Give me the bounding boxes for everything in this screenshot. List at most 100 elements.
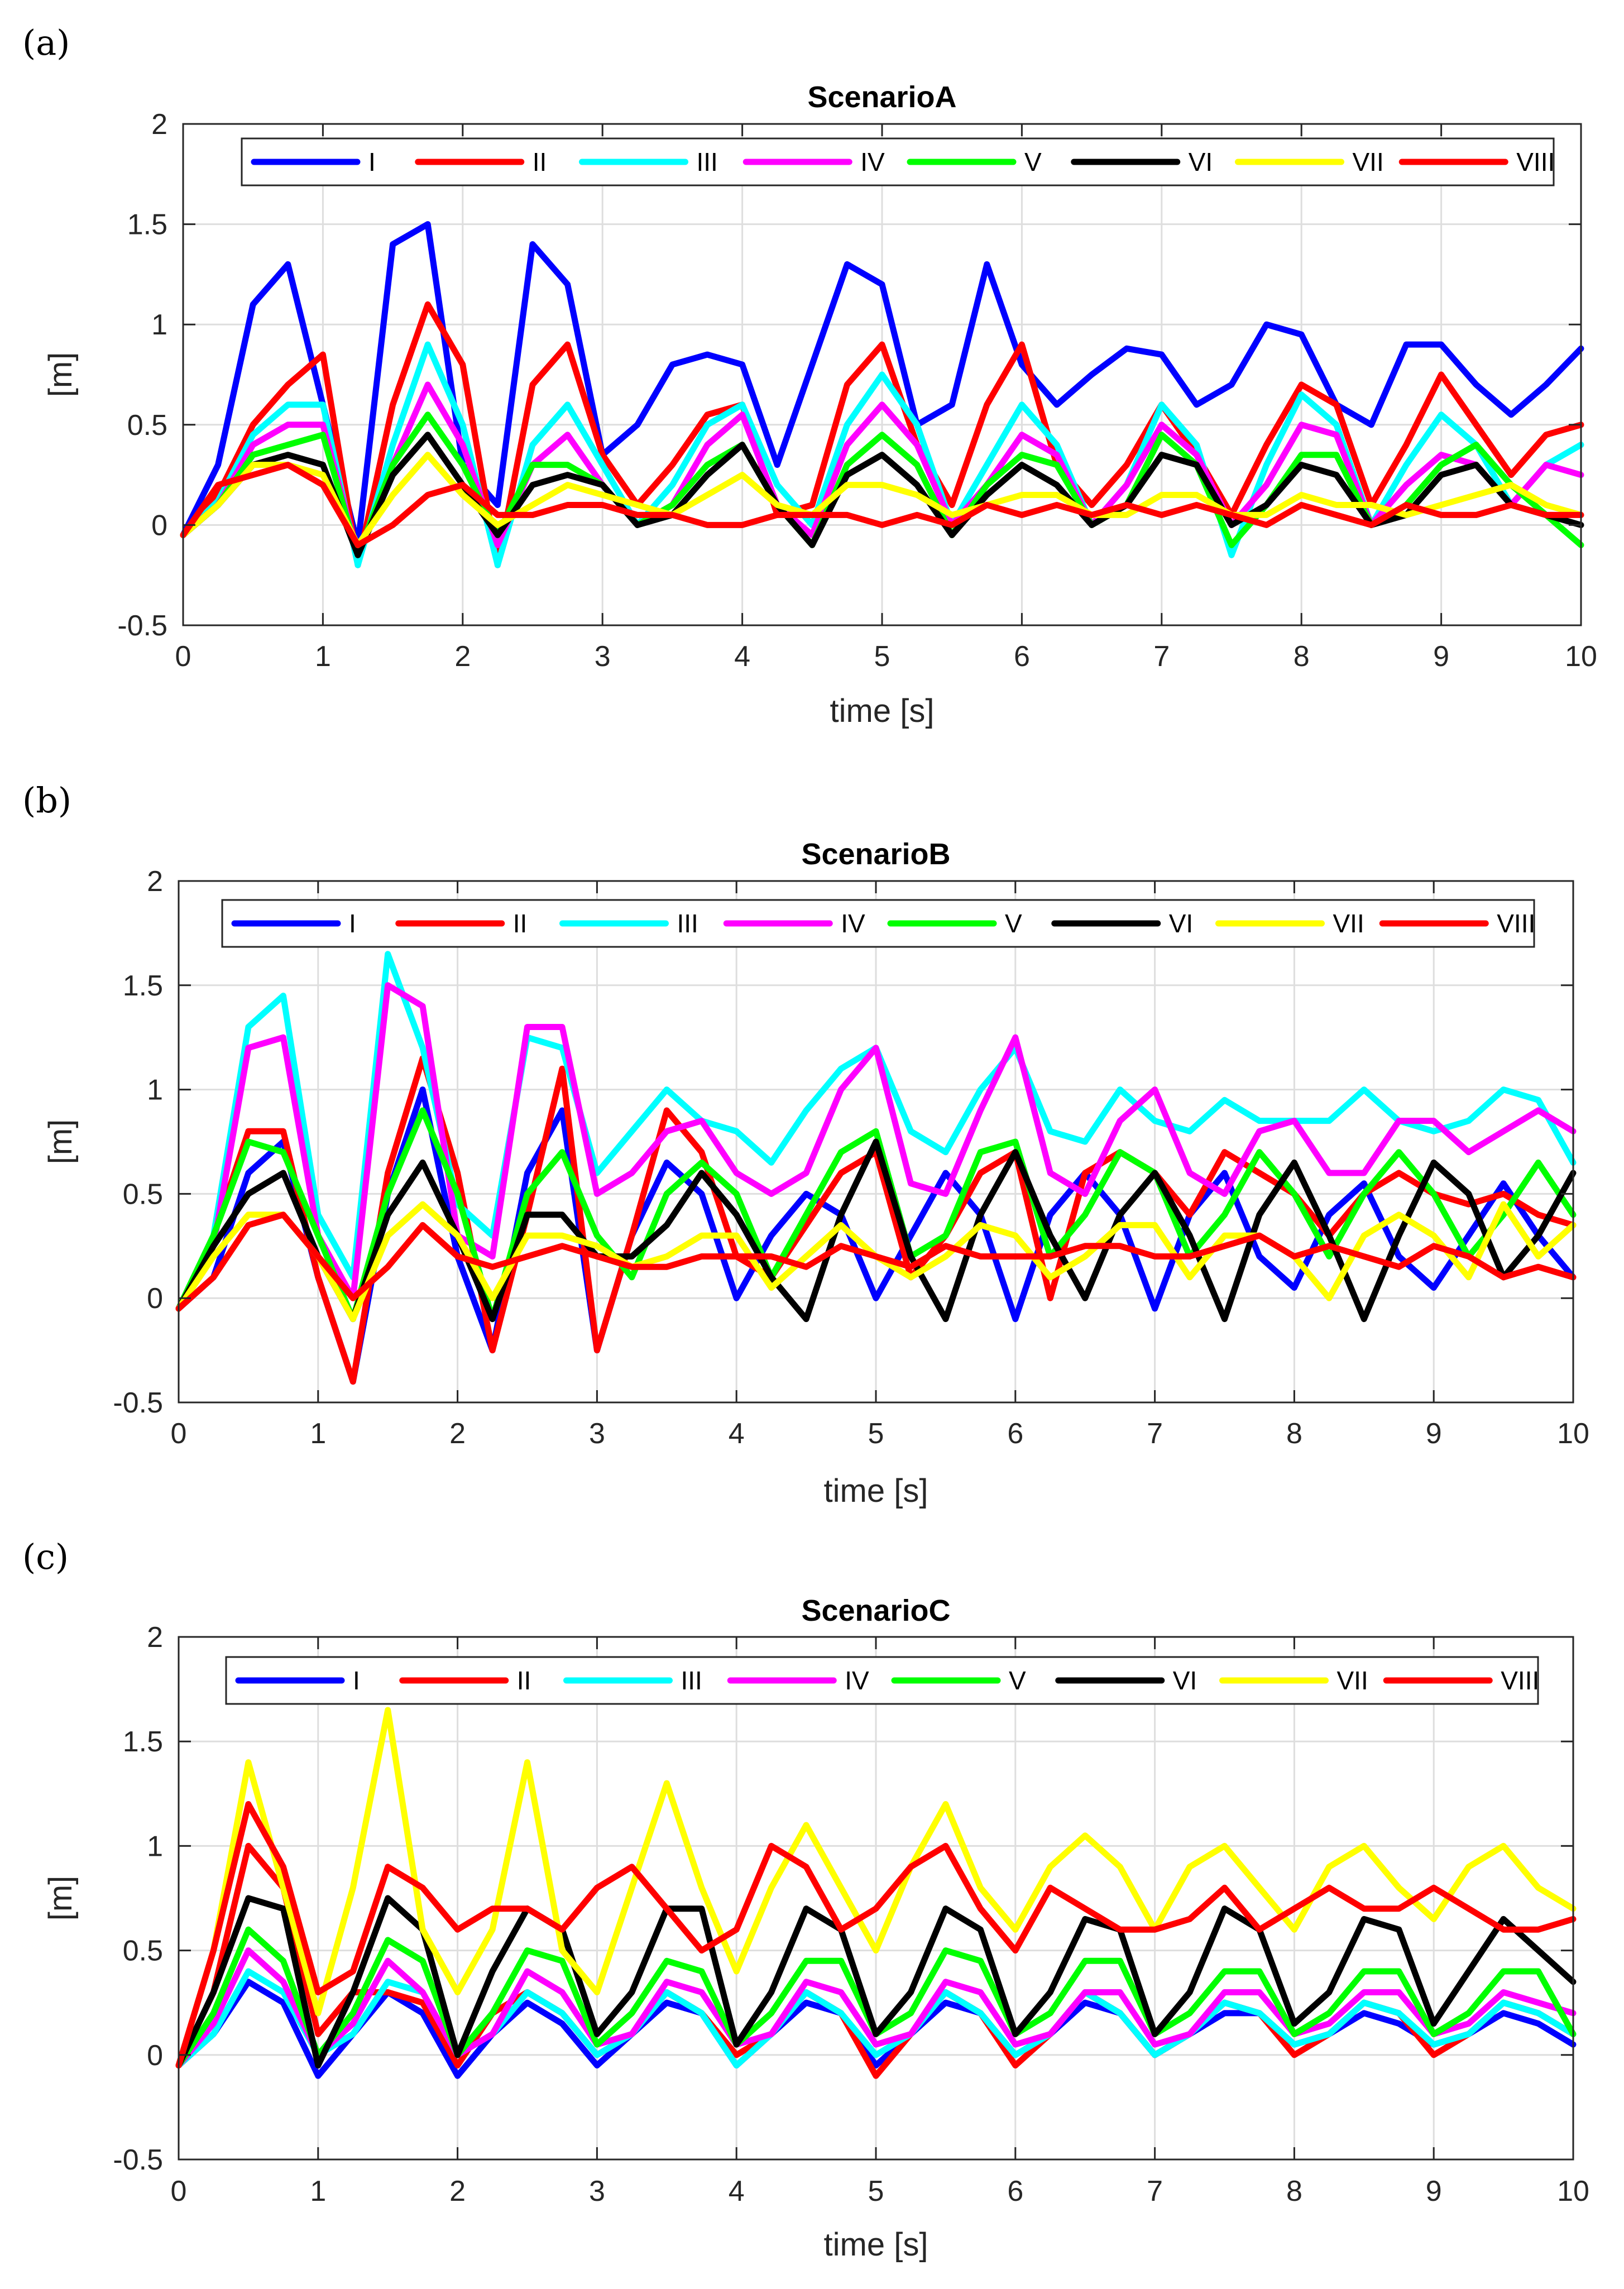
series-line-v bbox=[175, 1107, 1577, 1323]
series-line-i bbox=[175, 1086, 1577, 1385]
x-tick-label: 1 bbox=[310, 1418, 326, 1450]
legend-label-ii: II bbox=[513, 909, 528, 938]
y-tick-label: 2 bbox=[147, 865, 163, 898]
legend: I II III IV V VI VII VIII bbox=[221, 899, 1535, 948]
legend-label-i: I bbox=[368, 147, 376, 176]
x-tick-label: 9 bbox=[1426, 2175, 1442, 2207]
x-tick-label: 10 bbox=[1557, 1418, 1589, 1450]
series-line-vi bbox=[175, 1895, 1577, 2068]
x-tick-label: 5 bbox=[868, 2175, 884, 2207]
series-group bbox=[175, 1707, 1577, 2079]
x-tick-label: 8 bbox=[1294, 640, 1310, 673]
legend-label-iv: IV bbox=[860, 147, 885, 176]
y-axis-label: [m] bbox=[42, 352, 79, 398]
chart-title: ScenarioB bbox=[801, 837, 950, 871]
legend-label-iv: IV bbox=[845, 1666, 869, 1695]
x-tick-label: 7 bbox=[1153, 640, 1170, 673]
x-tick-label: 6 bbox=[1007, 1418, 1023, 1450]
y-tick-label: 1 bbox=[151, 309, 167, 341]
x-tick-label: 6 bbox=[1007, 2175, 1023, 2207]
series-line-v bbox=[180, 411, 1584, 558]
series-group bbox=[175, 951, 1577, 1385]
y-tick-label: 1.5 bbox=[123, 1726, 163, 1758]
x-axis-label: time [s] bbox=[824, 1473, 928, 1509]
y-tick-label: 0.5 bbox=[123, 1178, 163, 1210]
legend-label-v: V bbox=[1005, 909, 1022, 938]
series-line-i bbox=[180, 221, 1584, 548]
y-tick-label: -0.5 bbox=[113, 1387, 163, 1419]
legend-label-ii: II bbox=[517, 1666, 531, 1695]
x-tick-label: 3 bbox=[595, 640, 611, 673]
legend-label-vii: VII bbox=[1333, 909, 1364, 938]
series-line-vi bbox=[180, 432, 1584, 558]
y-tick-label: 0.5 bbox=[127, 409, 167, 442]
legend-label-iii: III bbox=[677, 909, 698, 938]
x-tick-label: 2 bbox=[449, 2175, 466, 2207]
x-tick-label: 8 bbox=[1286, 1418, 1302, 1450]
panel-letter: (b) bbox=[22, 780, 71, 821]
x-tick-label: 0 bbox=[171, 2175, 187, 2207]
series-line-viii bbox=[175, 1211, 1577, 1312]
panel-letter: (a) bbox=[22, 22, 70, 63]
y-tick-label: -0.5 bbox=[113, 2144, 163, 2176]
y-tick-label: 2 bbox=[147, 1621, 163, 1654]
y-tick-label: 2 bbox=[151, 108, 167, 141]
legend-label-vi: VI bbox=[1189, 147, 1213, 176]
y-tick-label: 0 bbox=[151, 509, 167, 542]
series-line-viii bbox=[180, 462, 1584, 548]
legend-label-viii: VIII bbox=[1497, 909, 1535, 938]
legend-label-v: V bbox=[1024, 147, 1042, 176]
series-line-ii bbox=[180, 301, 1584, 568]
legend-label-vi: VI bbox=[1169, 909, 1193, 938]
x-tick-label: 7 bbox=[1147, 2175, 1163, 2207]
y-tick-label: 0.5 bbox=[123, 1935, 163, 1967]
panel-letter: (c) bbox=[22, 1536, 69, 1577]
x-tick-label: 9 bbox=[1426, 1418, 1442, 1450]
chart-title: ScenarioA bbox=[807, 80, 956, 114]
x-tick-label: 2 bbox=[449, 1418, 466, 1450]
series-line-vii bbox=[175, 1707, 1577, 2068]
x-tick-label: 5 bbox=[874, 640, 890, 673]
series-line-iv bbox=[175, 1947, 1577, 2068]
y-tick-label: 1.5 bbox=[127, 209, 167, 241]
chart-title: ScenarioC bbox=[801, 1594, 950, 1627]
series-line-iv bbox=[175, 982, 1577, 1312]
x-tick-label: 0 bbox=[171, 1418, 187, 1450]
legend-label-i: I bbox=[353, 1666, 360, 1695]
series-line-vii bbox=[180, 452, 1584, 548]
y-axis-label: [m] bbox=[42, 1119, 79, 1165]
x-tick-label: 10 bbox=[1557, 2175, 1589, 2207]
x-axis-label: time [s] bbox=[830, 693, 935, 729]
series-group bbox=[180, 221, 1584, 568]
legend-label-vii: VII bbox=[1337, 1666, 1368, 1695]
x-tick-label: 2 bbox=[454, 640, 471, 673]
x-tick-label: 0 bbox=[175, 640, 191, 673]
y-axis-label: [m] bbox=[42, 1876, 79, 1921]
x-tick-label: 4 bbox=[729, 2175, 745, 2207]
y-tick-label: 0 bbox=[147, 1282, 163, 1315]
y-tick-label: 1.5 bbox=[123, 970, 163, 1002]
legend-label-viii: VIII bbox=[1501, 1666, 1539, 1695]
x-tick-label: 3 bbox=[589, 2175, 605, 2207]
y-tick-label: 1 bbox=[147, 1830, 163, 1862]
x-tick-label: 3 bbox=[589, 1418, 605, 1450]
legend-label-v: V bbox=[1009, 1666, 1026, 1695]
x-tick-label: 6 bbox=[1014, 640, 1030, 673]
legend-label-iii: III bbox=[697, 147, 718, 176]
x-axis-label: time [s] bbox=[824, 2226, 928, 2263]
legend: I II III IV V VI VII VIII bbox=[241, 137, 1555, 186]
x-tick-label: 4 bbox=[734, 640, 750, 673]
x-tick-label: 5 bbox=[868, 1418, 884, 1450]
y-tick-label: -0.5 bbox=[117, 610, 167, 642]
x-tick-label: 8 bbox=[1286, 2175, 1302, 2207]
legend-label-iv: IV bbox=[841, 909, 865, 938]
series-line-iii bbox=[175, 1968, 1577, 2068]
legend-label-vi: VI bbox=[1173, 1666, 1197, 1695]
y-tick-label: 0 bbox=[147, 2039, 163, 2072]
legend-label-vii: VII bbox=[1353, 147, 1384, 176]
x-tick-label: 7 bbox=[1147, 1418, 1163, 1450]
legend-label-i: I bbox=[349, 909, 356, 938]
